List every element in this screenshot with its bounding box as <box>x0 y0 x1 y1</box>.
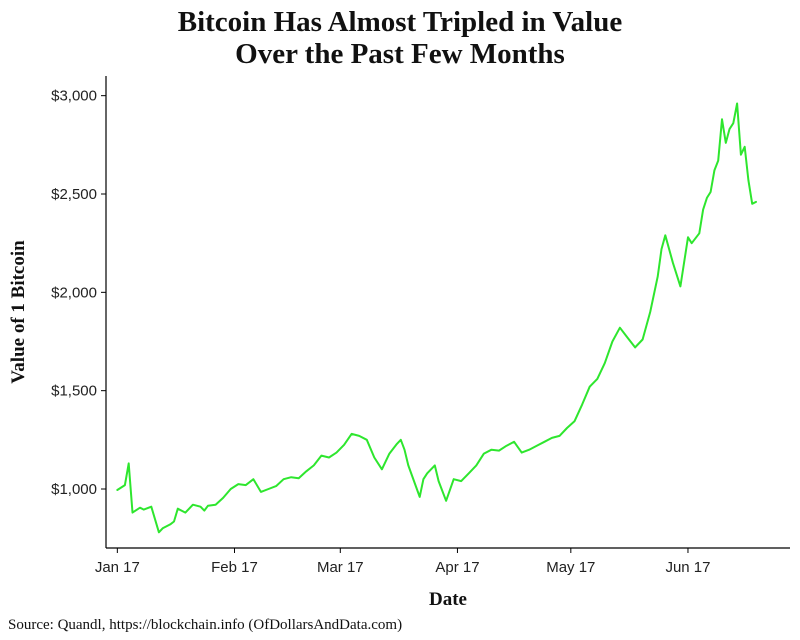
chart-title-line-2: Over the Past Few Months <box>235 38 565 70</box>
y-axis-label: Value of 1 Bitcoin <box>8 240 29 384</box>
chart-title: Bitcoin Has Almost Tripled in Value Over… <box>0 6 800 70</box>
x-tick-label: Apr 17 <box>435 559 479 576</box>
y-axis-ticks: $1,000 $1,500 $2,000 $2,500 $3,000 <box>51 88 106 498</box>
series-group <box>116 102 757 534</box>
y-tick-label: $2,000 <box>51 284 97 301</box>
y-tick-label: $1,500 <box>51 383 97 400</box>
x-tick-label: May 17 <box>546 559 595 576</box>
y-tick-label: $1,000 <box>51 481 97 498</box>
x-tick-label: Jun 17 <box>665 559 710 576</box>
y-tick-label: $2,500 <box>51 186 97 203</box>
source-note: Source: Quandl, https://blockchain.info … <box>8 617 403 633</box>
chart-axes <box>105 76 790 549</box>
series-line <box>116 102 757 534</box>
chart-title-line-1: Bitcoin Has Almost Tripled in Value <box>177 6 623 38</box>
x-axis-label: Date <box>429 589 467 610</box>
y-tick-label: $3,000 <box>51 88 97 105</box>
x-tick-label: Jan 17 <box>95 559 140 576</box>
x-tick-label: Feb 17 <box>211 559 258 576</box>
x-axis-ticks: Jan 17 Feb 17 Mar 17 Apr 17 May 17 Jun 17 <box>95 548 710 576</box>
x-tick-label: Mar 17 <box>317 559 364 576</box>
